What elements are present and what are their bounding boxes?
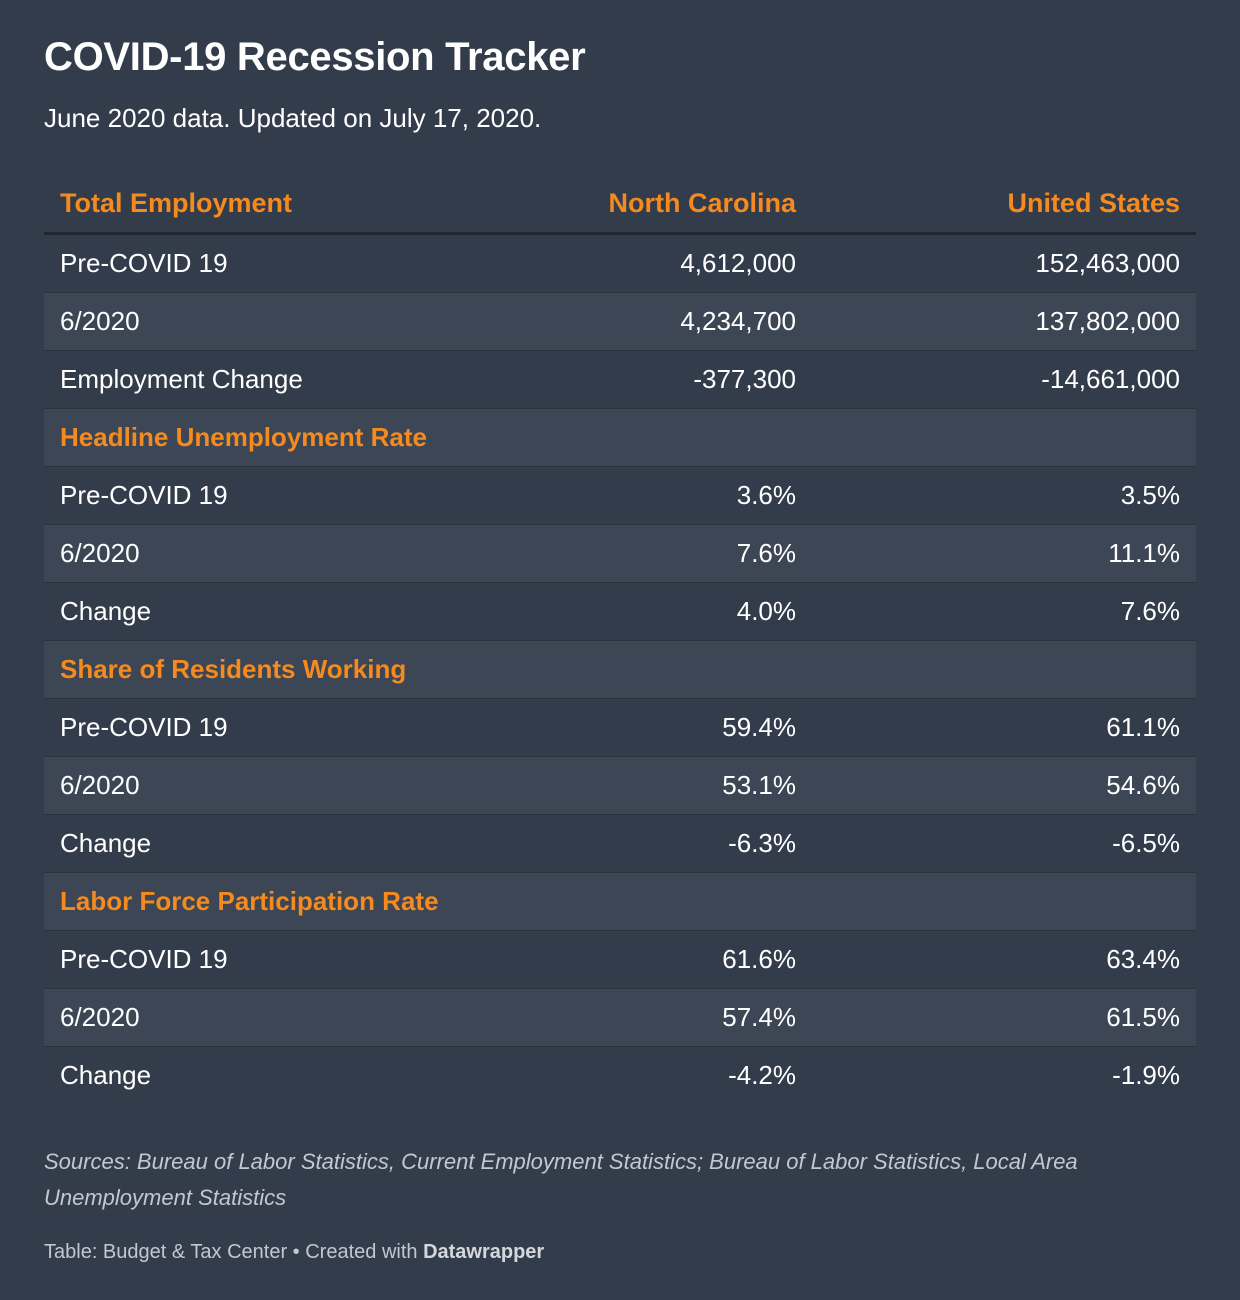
- north-carolina-value: -6.3%: [524, 814, 812, 873]
- table-row: Pre-COVID 19 4,612,000 152,463,000: [44, 233, 1196, 293]
- united-states-value: 7.6%: [812, 582, 1196, 641]
- table-row: Change -6.3% -6.5%: [44, 814, 1196, 873]
- table-header-row: Total Employment North Carolina United S…: [44, 174, 1196, 235]
- table-row: Change -4.2% -1.9%: [44, 1046, 1196, 1104]
- united-states-value: 61.5%: [812, 988, 1196, 1047]
- column-header-category: Total Employment: [44, 174, 524, 235]
- united-states-value: -14,661,000: [812, 350, 1196, 409]
- chart-title: COVID-19 Recession Tracker: [44, 35, 586, 79]
- section-title: Share of Residents Working: [44, 640, 1196, 699]
- table-row: 6/2020 53.1% 54.6%: [44, 756, 1196, 815]
- column-header-north-carolina: North Carolina: [524, 174, 812, 235]
- section-header-row: Labor Force Participation Rate: [44, 872, 1196, 931]
- table-row: 6/2020 7.6% 11.1%: [44, 524, 1196, 583]
- datawrapper-link[interactable]: Datawrapper: [423, 1241, 545, 1263]
- table-body: Pre-COVID 19 4,612,000 152,463,000 6/2020 4,…: [44, 233, 1196, 1104]
- row-label: 6/2020: [44, 524, 524, 583]
- united-states-value: 11.1%: [812, 524, 1196, 583]
- united-states-value: 54.6%: [812, 756, 1196, 815]
- table-row: Pre-COVID 19 59.4% 61.1%: [44, 698, 1196, 757]
- table-row: Pre-COVID 19 3.6% 3.5%: [44, 466, 1196, 525]
- table-row: Change 4.0% 7.6%: [44, 582, 1196, 641]
- north-carolina-value: 4.0%: [524, 582, 812, 641]
- north-carolina-value: -377,300: [524, 350, 812, 409]
- row-label: Change: [44, 582, 524, 641]
- section-title: Labor Force Participation Rate: [44, 872, 1196, 931]
- north-carolina-value: 4,612,000: [524, 233, 812, 293]
- footer-credit: Table: Budget & Tax Center • Created wit…: [44, 1238, 544, 1266]
- united-states-value: 63.4%: [812, 930, 1196, 989]
- row-label: Change: [44, 814, 524, 873]
- column-header-united-states: United States: [812, 174, 1196, 235]
- row-label: Pre-COVID 19: [44, 233, 524, 293]
- united-states-value: 3.5%: [812, 466, 1196, 525]
- chart-subtitle: June 2020 data. Updated on July 17, 2020…: [44, 103, 542, 133]
- row-label: 6/2020: [44, 756, 524, 815]
- row-label: Pre-COVID 19: [44, 466, 524, 525]
- table-row: 6/2020 4,234,700 137,802,000: [44, 292, 1196, 351]
- row-label: Pre-COVID 19: [44, 698, 524, 757]
- row-label: Change: [44, 1046, 524, 1104]
- table-row: Pre-COVID 19 61.6% 63.4%: [44, 930, 1196, 989]
- row-label: 6/2020: [44, 292, 524, 351]
- row-label: Pre-COVID 19: [44, 930, 524, 989]
- north-carolina-value: 3.6%: [524, 466, 812, 525]
- united-states-value: 152,463,000: [812, 233, 1196, 293]
- row-label: 6/2020: [44, 988, 524, 1047]
- table-row: 6/2020 57.4% 61.5%: [44, 988, 1196, 1047]
- section-header-row: Headline Unemployment Rate: [44, 408, 1196, 467]
- row-label: Employment Change: [44, 350, 524, 409]
- north-carolina-value: 61.6%: [524, 930, 812, 989]
- footer-prefix: Table: Budget & Tax Center • Created wit…: [44, 1241, 424, 1263]
- united-states-value: -6.5%: [812, 814, 1196, 873]
- north-carolina-value: 57.4%: [524, 988, 812, 1047]
- sources-note: Sources: Bureau of Labor Statistics, Cur…: [44, 1149, 1078, 1210]
- united-states-value: -1.9%: [812, 1046, 1196, 1104]
- north-carolina-value: 4,234,700: [524, 292, 812, 351]
- table-row: Employment Change -377,300 -14,661,000: [44, 350, 1196, 409]
- united-states-value: 137,802,000: [812, 292, 1196, 351]
- north-carolina-value: 7.6%: [524, 524, 812, 583]
- north-carolina-value: 53.1%: [524, 756, 812, 815]
- section-header-row: Share of Residents Working: [44, 640, 1196, 699]
- north-carolina-value: -4.2%: [524, 1046, 812, 1104]
- north-carolina-value: 59.4%: [524, 698, 812, 757]
- united-states-value: 61.1%: [812, 698, 1196, 757]
- section-title: Headline Unemployment Rate: [44, 408, 1196, 467]
- data-table: Total Employment North Carolina United S…: [44, 174, 1196, 1104]
